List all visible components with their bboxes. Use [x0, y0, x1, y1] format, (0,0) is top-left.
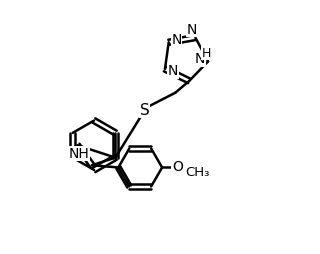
Text: N: N [168, 64, 178, 78]
Text: NH: NH [68, 147, 89, 161]
Text: O: O [172, 161, 183, 174]
Text: H: H [202, 46, 211, 59]
Text: S: S [140, 103, 149, 118]
Text: N: N [187, 23, 197, 37]
Text: N: N [172, 33, 182, 47]
Text: N: N [195, 52, 205, 66]
Text: CH₃: CH₃ [185, 166, 209, 179]
